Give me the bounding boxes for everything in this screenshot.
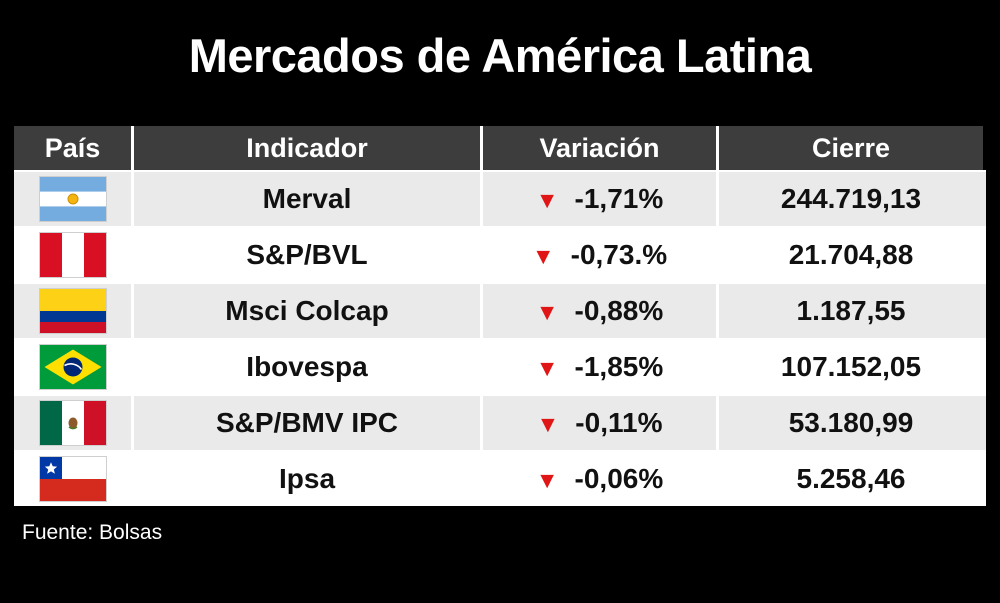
close-value: 53.180,99: [716, 396, 983, 450]
close-value: 107.152,05: [716, 340, 983, 394]
table-row-argentina: Merval ▼ -1,71% 244.719,13: [14, 170, 986, 226]
down-arrow-icon: ▼: [535, 354, 559, 381]
column-header-cierre: Cierre: [716, 126, 983, 170]
variation-cell: ▼ -0,88%: [480, 284, 716, 338]
table-row-brasil: Ibovespa ▼ -1,85% 107.152,05: [14, 338, 986, 394]
column-header-variacion: Variación: [480, 126, 716, 170]
variation-value: -1,71%: [574, 183, 664, 214]
variation-cell: ▼ -1,85%: [480, 340, 716, 394]
close-value: 21.704,88: [716, 228, 983, 282]
argentina-flag-icon: [39, 177, 106, 221]
table-row-peru: S&P/BVL ▼ -0,73.% 21.704,88: [14, 226, 986, 282]
brazil-flag-icon: [39, 345, 106, 389]
peru-flag-icon: [39, 233, 106, 277]
chile-flag-icon: [39, 457, 106, 501]
variation-group: ▼ -1,85%: [536, 351, 663, 383]
variation-value: -0,11%: [575, 407, 663, 438]
table-row-colombia: Msci Colcap ▼ -0,88% 1.187,55: [14, 282, 986, 338]
variation-cell: ▼ -1,71%: [480, 172, 716, 226]
indicator-name: S&P/BVL: [131, 228, 480, 282]
mexico-flag-icon: [39, 401, 106, 445]
down-arrow-icon: ▼: [531, 242, 555, 269]
variation-cell: ▼ -0,06%: [480, 452, 716, 506]
indicator-name: S&P/BMV IPC: [131, 396, 480, 450]
flag-cell: [14, 284, 131, 338]
variation-group: ▼ -0,11%: [537, 407, 663, 439]
down-arrow-icon: ▼: [535, 298, 559, 325]
variation-value: -0,06%: [574, 463, 664, 494]
column-header-pais: País: [14, 126, 131, 170]
flag-cell: [14, 172, 131, 226]
column-header-indicador: Indicador: [131, 126, 480, 170]
flag-cell: [14, 396, 131, 450]
flag-cell: [14, 340, 131, 394]
indicator-name: Ipsa: [131, 452, 480, 506]
colombia-flag-icon: [39, 289, 106, 333]
variation-group: ▼ -0,06%: [536, 463, 663, 495]
close-value: 5.258,46: [716, 452, 983, 506]
variation-value: -0,88%: [574, 295, 664, 326]
variation-value: -0,73.%: [570, 239, 668, 270]
down-arrow-icon: ▼: [535, 466, 559, 493]
table-row-chile: Ipsa ▼ -0,06% 5.258,46: [14, 450, 986, 506]
source-caption: Fuente: Bolsas: [22, 521, 163, 544]
table-header-row: País Indicador Variación Cierre: [14, 126, 986, 170]
markets-table: País Indicador Variación Cierre Merval ▼…: [14, 126, 986, 506]
table-row-mexico: S&P/BMV IPC ▼ -0,11% 53.180,99: [14, 394, 986, 450]
down-arrow-icon: ▼: [535, 186, 559, 213]
down-arrow-icon: ▼: [536, 410, 560, 437]
flag-cell: [14, 228, 131, 282]
indicator-name: Ibovespa: [131, 340, 480, 394]
indicator-name: Merval: [131, 172, 480, 226]
variation-cell: ▼ -0,11%: [480, 396, 716, 450]
variation-group: ▼ -0,88%: [536, 295, 663, 327]
indicator-name: Msci Colcap: [131, 284, 480, 338]
close-value: 1.187,55: [716, 284, 983, 338]
close-value: 244.719,13: [716, 172, 983, 226]
variation-value: -1,85%: [574, 351, 664, 382]
flag-cell: [14, 452, 131, 506]
variation-group: ▼ -0,73.%: [532, 239, 667, 271]
variation-group: ▼ -1,71%: [536, 183, 663, 215]
variation-cell: ▼ -0,73.%: [480, 228, 716, 282]
page-title: Mercados de América Latina: [188, 29, 812, 82]
